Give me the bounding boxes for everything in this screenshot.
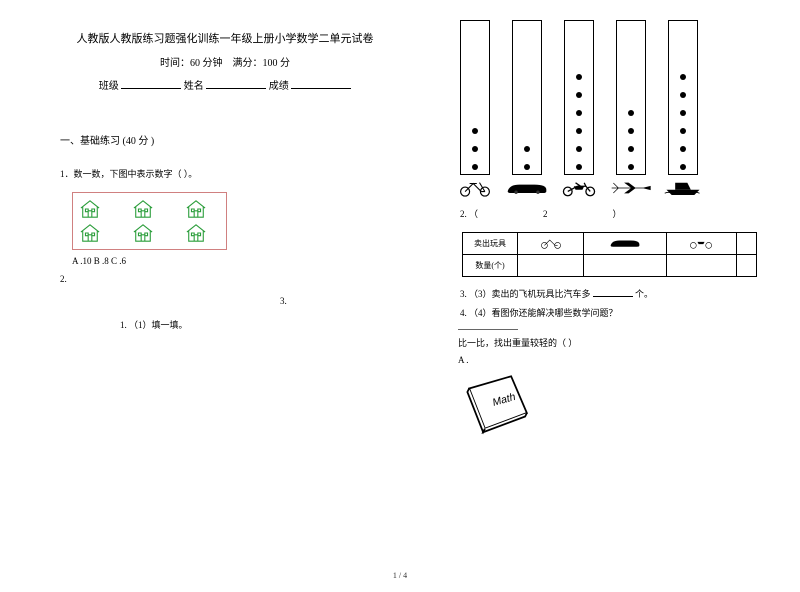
compare-heading: 比一比，找出重量较轻的（ ） xyxy=(458,336,770,349)
q1-text: 1．数一数，下图中表示数字（ ）。 xyxy=(60,167,390,180)
tally-dot xyxy=(576,74,582,80)
q2-right-line: 2. （ 2 ） xyxy=(460,207,770,220)
house-grid xyxy=(72,192,227,250)
tally-rect xyxy=(616,20,646,175)
cell-empty xyxy=(584,255,666,277)
house-icon xyxy=(132,199,154,219)
tally-dot xyxy=(576,164,582,170)
house-icon xyxy=(79,223,101,243)
exam-title: 人教版人教版练习题强化训练一年级上册小学数学二单元试卷 xyxy=(60,30,390,46)
tally-dot xyxy=(472,146,478,152)
tally-dot xyxy=(576,110,582,116)
page-number: 1 / 4 xyxy=(0,571,800,580)
tally-column xyxy=(502,20,552,175)
left-column: 人教版人教版练习题强化训练一年级上册小学数学二单元试卷 时间：60 分钟 满分：… xyxy=(60,30,390,343)
tally-dot xyxy=(628,110,634,116)
q3-line: 3. （3）卖出的飞机玩具比汽车多 个。 xyxy=(460,287,770,300)
separator-line xyxy=(458,329,518,330)
q2-label: 2. xyxy=(60,274,390,284)
row2-label: 数量(个) xyxy=(463,255,518,277)
vehicle-icons-row xyxy=(450,179,770,197)
tally-dot xyxy=(680,74,686,80)
tally-column xyxy=(554,20,604,175)
tally-dot xyxy=(628,146,634,152)
tally-chart xyxy=(450,20,770,175)
class-blank xyxy=(121,79,181,89)
cell-moto xyxy=(666,233,736,255)
exam-page: 人教版人教版练习题强化训练一年级上册小学数学二单元试卷 时间：60 分钟 满分：… xyxy=(0,0,800,592)
toy-table: 卖出玩具 数量(个) xyxy=(462,232,757,277)
cell-car xyxy=(584,233,666,255)
name-blank xyxy=(206,79,266,89)
tally-column xyxy=(450,20,500,175)
house-icon xyxy=(185,223,207,243)
tally-dot xyxy=(680,92,686,98)
time-value: 60 分钟 xyxy=(190,58,223,69)
time-label: 时间： xyxy=(160,58,190,69)
house-icon xyxy=(132,223,154,243)
fullmark-label: 满分： xyxy=(233,58,263,69)
cell-empty xyxy=(518,255,584,277)
q2r-open: 2. （ xyxy=(460,209,478,219)
car-icon xyxy=(609,238,641,248)
q4-line: 4. （4）看图你还能解决哪些数学问题？ xyxy=(460,306,770,319)
q3-text: 3. （3）卖出的飞机玩具比汽车多 xyxy=(460,289,591,299)
q1-choices: A .10 B .8 C .6 xyxy=(72,256,390,266)
tally-dot xyxy=(524,146,530,152)
car-icon xyxy=(506,181,548,195)
cell-empty xyxy=(666,255,736,277)
tally-dot xyxy=(680,110,686,116)
cell-empty xyxy=(737,255,757,277)
cell-extra xyxy=(737,233,757,255)
tally-dot xyxy=(472,128,478,134)
name-label: 姓名 xyxy=(184,81,204,92)
score-blank xyxy=(291,79,351,89)
tally-dot xyxy=(628,164,634,170)
tally-rect xyxy=(564,20,594,175)
motorcycle-icon xyxy=(560,179,598,197)
boat-icon xyxy=(663,179,703,197)
tally-dot xyxy=(576,128,582,134)
tally-dot xyxy=(472,164,478,170)
exam-subtitle: 时间：60 分钟 满分：100 分 xyxy=(60,54,390,69)
house-icon xyxy=(79,199,101,219)
motorcycle-icon xyxy=(688,237,714,249)
tally-column xyxy=(606,20,656,175)
class-label: 班级 xyxy=(99,81,119,92)
q2r-end: ） xyxy=(613,209,622,219)
tally-dot xyxy=(576,92,582,98)
fullmark-value: 100 分 xyxy=(263,58,291,69)
cell-bike xyxy=(518,233,584,255)
score-label: 成绩 xyxy=(269,81,289,92)
tally-rect xyxy=(460,20,490,175)
tally-dot xyxy=(524,164,530,170)
q3-blank xyxy=(593,296,633,297)
book-icon: Math xyxy=(458,371,538,441)
right-column: 2. （ 2 ） 卖出玩具 数量(个) 3. （3）卖出的飞机玩具比汽车多 个 xyxy=(440,20,770,444)
tally-rect xyxy=(512,20,542,175)
tally-dot xyxy=(680,164,686,170)
q2r-mid: 2 xyxy=(480,209,610,219)
tally-dot xyxy=(680,128,686,134)
table-row: 数量(个) xyxy=(463,255,757,277)
bicycle-icon xyxy=(457,179,493,197)
house-icon xyxy=(185,199,207,219)
bicycle-icon xyxy=(539,237,563,249)
option-a-label: A . xyxy=(458,355,770,365)
table-row: 卖出玩具 xyxy=(463,233,757,255)
tally-dot xyxy=(680,146,686,152)
info-line: 班级 姓名 成绩 xyxy=(60,77,390,92)
tally-rect xyxy=(668,20,698,175)
section1-heading: 一、基础练习 (40 分 ) xyxy=(60,132,390,147)
q3-tail: 个。 xyxy=(635,289,653,299)
q2-sub1: 1. （1）填一填。 xyxy=(120,318,390,331)
tally-column xyxy=(658,20,708,175)
row1-label: 卖出玩具 xyxy=(463,233,518,255)
q3-label: 3. xyxy=(280,296,390,306)
airplane-icon xyxy=(610,181,652,195)
math-book: Math xyxy=(458,371,770,444)
tally-dot xyxy=(576,146,582,152)
tally-dot xyxy=(628,128,634,134)
